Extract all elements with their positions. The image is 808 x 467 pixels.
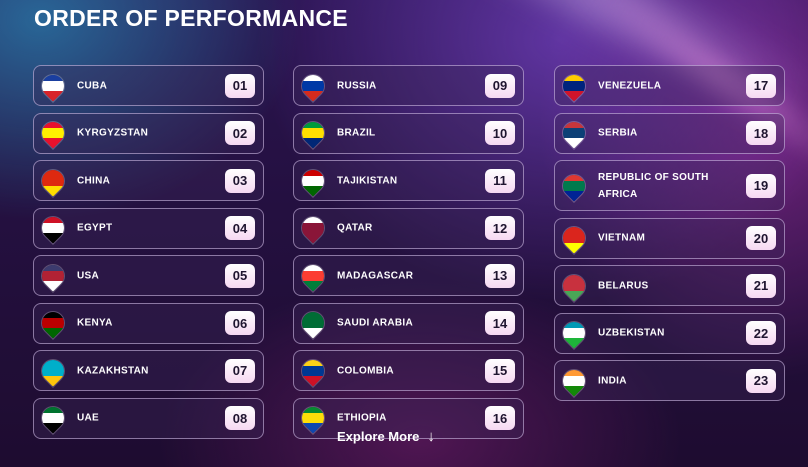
performance-card-brazil[interactable]: BRAZIL 10 <box>293 112 524 154</box>
performance-order-badge: 23 <box>746 368 776 393</box>
performance-card-uae[interactable]: UAE 08 <box>33 397 264 439</box>
performance-card-cuba[interactable]: CUBA 01 <box>33 65 264 106</box>
performance-order-badge: 02 <box>225 121 255 145</box>
uzbekistan-flag-icon <box>558 317 589 348</box>
country-name: MADAGASCAR <box>337 270 414 281</box>
country-name: EGYPT <box>77 222 113 234</box>
cuba-flag-icon <box>37 70 68 101</box>
performance-card-kenya[interactable]: KENYA 06 <box>33 302 264 344</box>
uae-flag-icon <box>37 402 68 433</box>
tajikistan-flag-icon <box>297 165 328 196</box>
usa-flag-icon <box>37 260 68 291</box>
kazakhstan-flag-icon <box>37 355 68 386</box>
performance-order-badge: 11 <box>485 168 515 193</box>
performance-card-kyrgyzstan[interactable]: KYRGYZSTAN 02 <box>33 112 264 154</box>
performance-order-badge: 20 <box>746 226 776 250</box>
performance-column-3: VENEZUELA 17 SERBIA 18 REPUBLIC OF SOUTH AFR… <box>554 65 785 408</box>
performance-order-badge: 22 <box>746 321 776 345</box>
country-name: SERBIA <box>598 127 638 139</box>
country-name: CHINA <box>77 175 111 186</box>
explore-more-button[interactable]: Explore More ↓ <box>337 428 435 445</box>
performance-card-saudi-arabia[interactable]: SAUDI ARABIA 14 <box>293 302 524 344</box>
country-name: BRAZIL <box>337 127 376 139</box>
country-name: ETHIOPIA <box>337 412 387 424</box>
country-name: INDIA <box>598 375 627 386</box>
country-name: BELARUS <box>598 280 649 291</box>
india-flag-icon <box>558 365 589 396</box>
performance-card-serbia[interactable]: SERBIA 18 <box>554 112 785 154</box>
performance-card-madagascar[interactable]: MADAGASCAR 13 <box>293 255 524 296</box>
performance-order-badge: 15 <box>485 358 515 383</box>
explore-more-label: Explore More <box>337 429 420 444</box>
venezuela-flag-icon <box>558 70 589 101</box>
performance-column-1: CUBA 01 KYRGYZSTAN 02 CHINA 03 EGYPT 04 USA 05 KEN… <box>33 65 264 445</box>
brazil-flag-icon <box>297 117 328 148</box>
performance-order-badge: 01 <box>225 73 255 98</box>
performance-order-badge: 04 <box>225 216 255 240</box>
serbia-flag-icon <box>558 117 589 148</box>
performance-card-tajikistan[interactable]: TAJIKISTAN 11 <box>293 160 524 201</box>
performance-order-badge: 09 <box>485 73 515 98</box>
performance-card-kazakhstan[interactable]: KAZAKHSTAN 07 <box>33 350 264 391</box>
republic-of-south-africa-flag-icon <box>558 170 589 201</box>
madagascar-flag-icon <box>297 260 328 291</box>
performance-card-vietnam[interactable]: VIETNAM 20 <box>554 217 785 259</box>
egypt-flag-icon <box>37 212 68 243</box>
arrow-down-icon: ↓ <box>427 428 435 445</box>
country-name: UAE <box>77 412 100 424</box>
saudi-arabia-flag-icon <box>297 307 328 338</box>
performance-order-badge: 12 <box>485 216 515 240</box>
performance-card-china[interactable]: CHINA 03 <box>33 160 264 201</box>
performance-order-badge: 10 <box>485 121 515 145</box>
performance-order-badge: 08 <box>225 406 255 430</box>
country-name: KAZAKHSTAN <box>77 365 149 376</box>
country-name: REPUBLIC OF SOUTH AFRICA <box>598 171 709 200</box>
performance-card-egypt[interactable]: EGYPT 04 <box>33 207 264 249</box>
kyrgyzstan-flag-icon <box>37 117 68 148</box>
performance-card-india[interactable]: INDIA 23 <box>554 360 785 401</box>
country-name: COLOMBIA <box>337 365 394 376</box>
performance-order-badge: 16 <box>485 406 515 430</box>
kenya-flag-icon <box>37 307 68 338</box>
country-name: CUBA <box>77 80 108 91</box>
performance-order-badge: 03 <box>225 168 255 193</box>
page-title: ORDER OF PERFORMANCE <box>34 5 348 31</box>
country-name: QATAR <box>337 222 373 234</box>
country-name: USA <box>77 270 100 281</box>
performance-card-ethiopia[interactable]: ETHIOPIA 16 <box>293 397 524 439</box>
performance-order-badge: 19 <box>746 173 776 198</box>
country-name: VENEZUELA <box>598 80 662 91</box>
performance-card-usa[interactable]: USA 05 <box>33 255 264 296</box>
performance-card-uzbekistan[interactable]: UZBEKISTAN 22 <box>554 312 785 354</box>
performance-order-badge: 05 <box>225 263 255 288</box>
performance-card-russia[interactable]: RUSSIA 09 <box>293 65 524 106</box>
performance-card-venezuela[interactable]: VENEZUELA 17 <box>554 65 785 106</box>
country-name: UZBEKISTAN <box>598 327 665 339</box>
performance-card-qatar[interactable]: QATAR 12 <box>293 207 524 249</box>
country-name: SAUDI ARABIA <box>337 317 414 329</box>
country-name: VIETNAM <box>598 232 646 244</box>
country-name: RUSSIA <box>337 80 377 91</box>
performance-order-badge: 18 <box>746 121 776 145</box>
ethiopia-flag-icon <box>297 402 328 433</box>
performance-order-badge: 21 <box>746 273 776 298</box>
performance-order-badge: 13 <box>485 263 515 288</box>
performance-order-badge: 06 <box>225 311 255 335</box>
vietnam-flag-icon <box>558 222 589 253</box>
belarus-flag-icon <box>558 270 589 301</box>
country-name: KENYA <box>77 317 113 329</box>
russia-flag-icon <box>297 70 328 101</box>
performance-card-republic-of-south-africa[interactable]: REPUBLIC OF SOUTH AFRICA 19 <box>554 160 785 211</box>
performance-order-badge: 17 <box>746 73 776 98</box>
china-flag-icon <box>37 165 68 196</box>
performance-card-colombia[interactable]: COLOMBIA 15 <box>293 350 524 391</box>
performance-card-belarus[interactable]: BELARUS 21 <box>554 265 785 306</box>
colombia-flag-icon <box>297 355 328 386</box>
qatar-flag-icon <box>297 212 328 243</box>
country-name: TAJIKISTAN <box>337 175 398 186</box>
country-name: KYRGYZSTAN <box>77 127 149 139</box>
performance-column-2: RUSSIA 09 BRAZIL 10 TAJIKISTAN 11 QATAR 12 MADAG… <box>293 65 524 445</box>
performance-order-badge: 14 <box>485 311 515 335</box>
performance-order-badge: 07 <box>225 358 255 383</box>
